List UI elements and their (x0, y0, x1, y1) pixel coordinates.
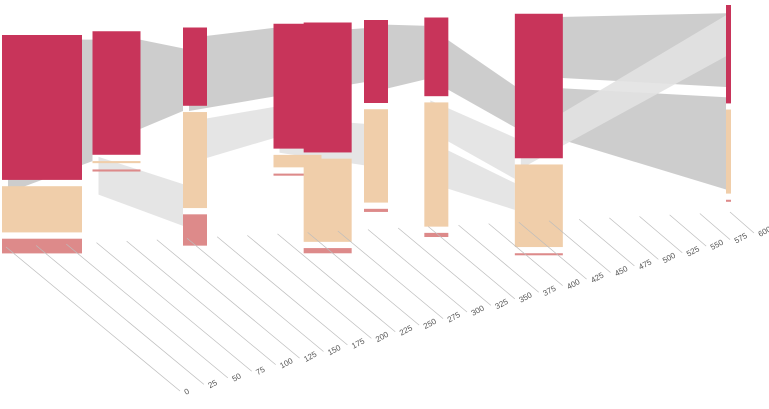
flow-band (430, 141, 515, 210)
x-tick-label: 100 (278, 356, 294, 370)
tick-line (518, 221, 587, 280)
tick-line (277, 233, 396, 333)
tick-line (307, 232, 420, 326)
stage-bar-b (92, 161, 141, 164)
stage-bar-c (2, 238, 82, 254)
stage-bar-b (424, 102, 449, 227)
tick-line (609, 217, 659, 260)
stage-bar-a (364, 20, 388, 103)
tick-line (639, 216, 683, 254)
x-tick-label: 275 (446, 310, 462, 324)
x-tick-label: 225 (398, 323, 414, 337)
tick-line (367, 229, 468, 313)
stage-bar-c (303, 248, 352, 254)
tick-line (66, 243, 229, 379)
x-tick-label: 150 (326, 343, 342, 357)
flow-band (189, 107, 274, 164)
flow-band (98, 156, 183, 226)
tick-line (699, 213, 731, 240)
x-tick-label: 250 (422, 316, 438, 330)
stage-bar-c (183, 214, 207, 246)
flow-band (189, 27, 274, 112)
x-tick-label: 175 (350, 336, 366, 350)
tick-line (578, 219, 635, 267)
tick-line (156, 239, 300, 359)
x-tick-label: 500 (661, 251, 677, 265)
x-tick-label: 550 (709, 237, 725, 251)
stage-bar-b (2, 186, 82, 233)
stage-bar-a (183, 27, 207, 106)
stage-bar-b (183, 112, 207, 209)
flow-band (520, 15, 726, 169)
x-tick-label: 50 (231, 371, 244, 383)
tick-line (488, 223, 563, 286)
x-tick-label: 600 (757, 224, 769, 238)
x-tick-label: 475 (637, 257, 653, 271)
stage-bar-c (364, 208, 388, 212)
stage-bar-c (273, 173, 322, 176)
stage-bar-a (303, 22, 352, 153)
tick-line (186, 237, 324, 352)
tick-line (337, 230, 444, 319)
x-tick-label: 75 (254, 365, 267, 377)
stage-bar-c (92, 169, 141, 172)
stage-bar-a (514, 13, 563, 159)
x-tick-label: 425 (589, 270, 605, 284)
x-tick-label: 200 (374, 330, 390, 344)
stage-bar-c (514, 253, 563, 256)
x-tick-label: 25 (207, 378, 220, 390)
x-tick-label: 0 (183, 386, 192, 396)
tick-line (397, 227, 492, 306)
flow-band (430, 27, 515, 128)
tick-line (458, 224, 539, 293)
tick-line (247, 235, 372, 339)
stage-bar-c (726, 199, 731, 202)
x-tick-label: 300 (470, 303, 486, 317)
x-tick-label: 125 (302, 349, 318, 363)
tick-line (729, 211, 755, 234)
x-tick-label: 525 (685, 244, 701, 258)
stage-bar-c (424, 232, 449, 238)
stage-bar-a (92, 31, 141, 155)
stage-bar-b (514, 164, 563, 248)
flow-band (430, 100, 515, 179)
x-tick-label: 350 (518, 290, 534, 304)
bar-layer (2, 5, 731, 256)
stage-bar-b (303, 158, 352, 242)
tick-line (669, 214, 707, 247)
stage-bar-b (364, 109, 388, 203)
stage-bar-a (424, 17, 449, 97)
tick-line (35, 245, 205, 385)
tick-layer: 0 25 50 75 100 125 150 175 200 225 250 275 300 325 350… (5, 211, 769, 397)
stage-bar-a (726, 5, 731, 104)
x-tick-label: 400 (565, 277, 581, 291)
tick-line (96, 242, 252, 372)
x-tick-label: 575 (733, 231, 749, 245)
tick-line (5, 246, 181, 392)
tick-line (216, 236, 348, 346)
tick-line (548, 220, 611, 273)
tick-line (428, 226, 516, 300)
tick-line (126, 240, 276, 365)
x-tick-label: 375 (541, 284, 557, 298)
stage-bar-a (2, 35, 82, 180)
x-tick-label: 325 (494, 297, 510, 311)
stage-bar-b (726, 109, 731, 194)
x-tick-label: 450 (613, 264, 629, 278)
